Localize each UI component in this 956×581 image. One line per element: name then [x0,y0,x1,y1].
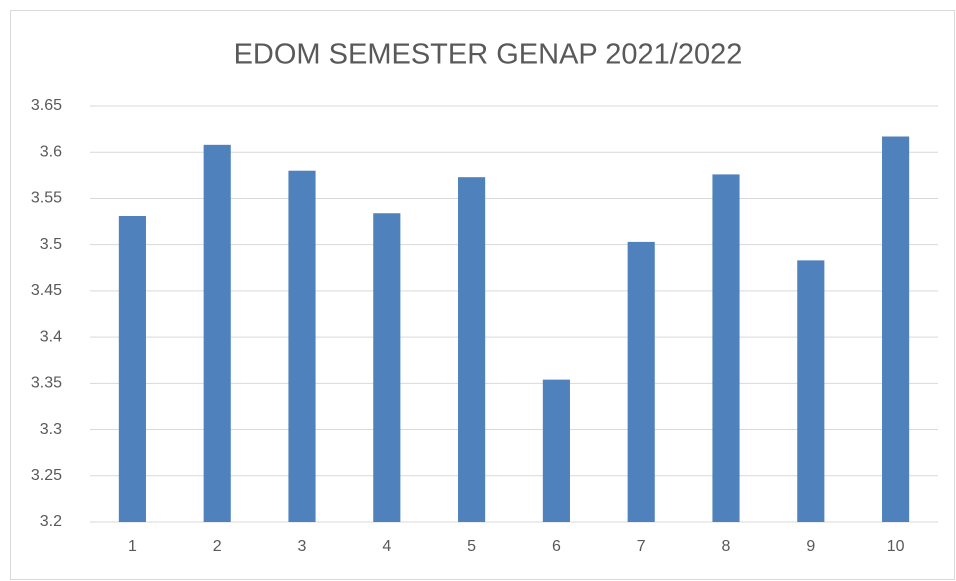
x-tick-label: 9 [806,538,815,555]
y-tick-label: 3.35 [31,375,62,392]
bar [373,213,401,523]
bar [797,260,825,522]
y-tick-label: 3.6 [40,143,62,160]
x-tick-label: 8 [722,538,731,555]
bar [542,379,570,522]
y-tick-label: 3.65 [31,97,62,114]
x-tick-label: 3 [298,538,307,555]
chart-title: EDOM SEMESTER GENAP 2021/2022 [234,39,743,71]
bar [882,136,910,523]
bar [288,170,316,522]
x-tick-label: 6 [552,538,561,555]
y-tick-label: 3.55 [31,190,62,207]
x-tick-label: 2 [213,538,222,555]
x-tick-label: 1 [128,538,137,555]
x-tick-label: 4 [382,538,391,555]
y-tick-label: 3.45 [31,282,62,299]
x-tick-label: 10 [887,538,905,555]
y-tick-label: 3.2 [40,513,62,530]
bar [627,241,655,523]
y-tick-label: 3.4 [40,328,62,345]
y-tick-label: 3.5 [40,236,62,253]
x-tick-label: 5 [467,538,476,555]
y-tick-label: 3.3 [40,421,62,438]
x-tick-label: 7 [637,538,646,555]
y-tick-label: 3.25 [31,467,62,484]
bar [203,144,231,522]
bar [712,174,740,523]
bar [458,177,486,522]
bar [118,216,146,522]
